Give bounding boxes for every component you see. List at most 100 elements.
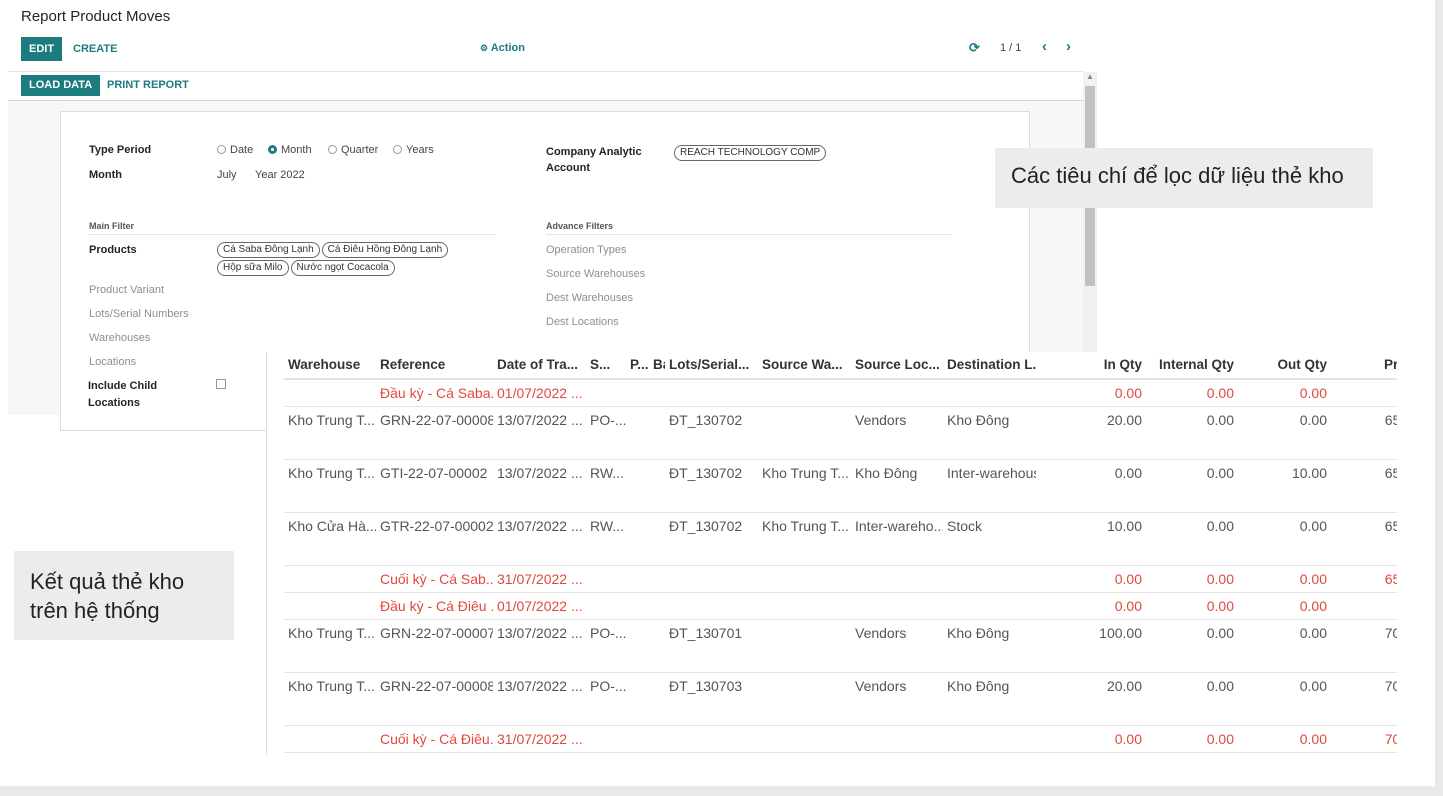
action-label[interactable]: Action [490, 42, 525, 54]
row-line [284, 725, 1397, 726]
table-cell: 100.00 [1099, 625, 1142, 641]
table-cell: Stock [947, 518, 983, 534]
radio-label: Years [406, 144, 434, 156]
table-cell: 0.00 [1331, 593, 1397, 620]
radio-button[interactable] [268, 145, 277, 154]
tag: Cá Saba Đông Lạnh [217, 242, 320, 258]
table-cell: Kho Đông [855, 465, 918, 481]
table-cell: 65,000.00 [1384, 412, 1397, 428]
table-cell: 20.00 [1106, 678, 1142, 694]
table-cell: 65,000.00 [1384, 571, 1397, 587]
table-cell: 13/07/2022 ... [497, 465, 583, 481]
row-line [284, 565, 1397, 566]
table-cell: Cuối kỳ - Cá Sab... [380, 571, 493, 587]
table-cell: 70,000.00 [1384, 625, 1397, 641]
field-label: Company Analytic Account [546, 146, 642, 174]
table-cell: ĐT_130702 [669, 412, 743, 428]
refresh-icon[interactable]: ⟳ [969, 40, 980, 55]
table-cell: GTR-22-07-00002 [380, 518, 493, 534]
table-cell: 13/07/2022 ... [497, 518, 583, 534]
header-line [284, 378, 1397, 380]
table-cell: 0.00 [1114, 571, 1142, 587]
table-cell: 0.00 [1114, 598, 1142, 614]
section-title: Main Filter [89, 221, 135, 231]
next-button[interactable]: › [1066, 38, 1071, 55]
column-header: Source Loc... [855, 357, 940, 372]
tag-list: Cá Saba Đông Lạnh Cá Điêu Hồng Đông Lạnh H… [217, 242, 457, 278]
column-header: P... [630, 357, 649, 372]
column-header: Price Unit [1383, 357, 1397, 372]
print-button[interactable]: PRINT REPORT [107, 79, 189, 91]
table-cell: PO-... [590, 678, 626, 694]
checkbox[interactable] [216, 379, 226, 389]
column-header: Ba [653, 357, 665, 372]
radio-button[interactable] [393, 145, 402, 154]
table-cell: 0.00 [1206, 571, 1234, 587]
radio-option[interactable]: Years [393, 144, 434, 156]
row-line [284, 752, 1397, 753]
field-value: July [217, 169, 237, 181]
section-line [546, 234, 951, 235]
table-cell: 10.00 [1106, 518, 1142, 534]
annotation: Các tiêu chí để lọc dữ liệu thẻ kho [995, 148, 1373, 208]
table-cell: ĐT_130702 [669, 518, 743, 534]
table-cell: 0.00 [1299, 412, 1327, 428]
table-cell: 0.00 [1114, 385, 1142, 401]
radio-button[interactable] [217, 145, 226, 154]
table-cell: 70,000.00 [1384, 678, 1397, 694]
table-cell: 65,000.00 [1384, 518, 1397, 534]
radio-label: Quarter [341, 144, 379, 156]
table-cell: 0.00 [1299, 385, 1327, 401]
filter-field: Dest Locations [546, 316, 619, 328]
row-line [284, 459, 1397, 460]
table-cell: ĐT_130703 [669, 678, 743, 694]
field-label: Month [89, 169, 122, 181]
table-cell: Cuối kỳ - Cá Điêu... [380, 731, 493, 747]
tag: Nước ngọt Cocacola [290, 260, 395, 276]
table-cell: 13/07/2022 ... [497, 625, 583, 641]
table-cell: ĐT_130701 [669, 625, 743, 641]
section-line [89, 234, 496, 235]
table-cell: 0.00 [1114, 731, 1142, 747]
field-label: Type Period [89, 144, 152, 156]
column-header: Reference [380, 357, 446, 372]
table-cell: Kho Đông [947, 625, 1010, 641]
action-menu[interactable]: ⚙ Action [480, 42, 525, 54]
table-cell: 0.00 [1114, 465, 1142, 481]
load-button[interactable]: LOAD DATA [21, 75, 101, 96]
table-cell: Kho Đông [947, 412, 1010, 428]
pager: 1 / 1 [1000, 42, 1022, 54]
table-cell: Đầu kỳ - Cá Saba... [380, 385, 493, 401]
field-value: Year 2022 [255, 169, 305, 181]
table-cell: GRN-22-07-00008 [380, 412, 493, 428]
table-cell: Kho Trung T... [288, 625, 375, 641]
column-header: Source Wa... [762, 357, 843, 372]
table-cell: 0.00 [1206, 731, 1234, 747]
table-cell: Kho Trung T... [288, 678, 375, 694]
divider [8, 100, 1083, 101]
filter-field: Warehouses [89, 332, 151, 344]
filter-field: Lots/Serial Numbers [89, 308, 189, 320]
tag: REACH TECHNOLOGY COMP [674, 145, 827, 161]
radio-option[interactable]: Month [268, 144, 312, 156]
filter-field: Operation Types [546, 244, 627, 256]
edit-button[interactable]: EDIT [21, 37, 63, 61]
table-cell: Kho Trung T... [288, 412, 375, 428]
tag: Hộp sữa Milo [217, 260, 289, 276]
radio-button[interactable] [328, 145, 337, 154]
column-header: Warehouse [288, 357, 361, 372]
row-line [284, 592, 1397, 593]
table-cell: 0.00 [1299, 678, 1327, 694]
radio-option[interactable]: Quarter [328, 144, 378, 156]
table-cell: GRN-22-07-00007 [380, 625, 493, 641]
table-cell: 0.00 [1299, 625, 1327, 641]
table-cell: Kho Trung T... [288, 465, 375, 481]
table-cell: 65,000.00 [1384, 465, 1397, 481]
create-button[interactable]: CREATE [73, 43, 118, 55]
radio-option[interactable]: Date [217, 144, 253, 156]
table-cell: 70,000.00 [1384, 731, 1397, 747]
prev-button[interactable]: ‹ [1042, 38, 1047, 55]
table-cell: 20.00 [1106, 412, 1142, 428]
table-cell: Kho Trung T... [762, 465, 849, 481]
